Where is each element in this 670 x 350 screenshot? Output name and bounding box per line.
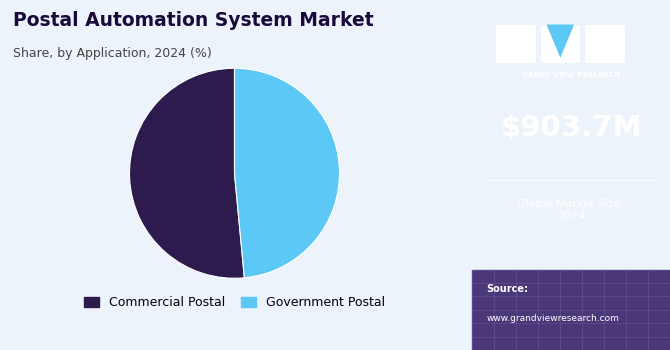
FancyBboxPatch shape [585,25,624,63]
Legend: Commercial Postal, Government Postal: Commercial Postal, Government Postal [79,291,390,314]
Text: $903.7M: $903.7M [500,114,642,142]
Text: Source:: Source: [486,284,528,294]
Bar [472,270,670,350]
Polygon shape [547,25,574,58]
Wedge shape [129,68,245,278]
Text: Global Market Size,
2024: Global Market Size, 2024 [517,199,625,221]
FancyBboxPatch shape [541,25,580,63]
Text: Share, by Application, 2024 (%): Share, by Application, 2024 (%) [13,47,212,60]
Text: Postal Automation System Market: Postal Automation System Market [13,10,374,29]
Text: GRAND VIEW RESEARCH: GRAND VIEW RESEARCH [522,72,620,78]
Text: www.grandviewresearch.com: www.grandviewresearch.com [486,314,619,323]
Wedge shape [234,68,340,278]
FancyBboxPatch shape [496,25,535,63]
